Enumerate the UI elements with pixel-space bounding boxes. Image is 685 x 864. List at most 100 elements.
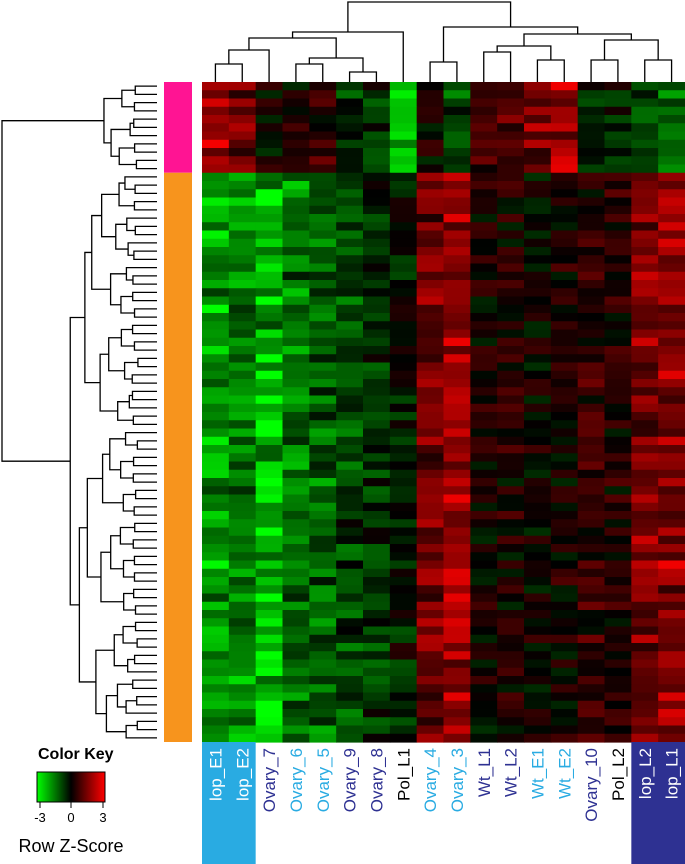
heatmap-cell (389, 271, 418, 281)
color-key-title: Color Key (38, 746, 114, 763)
heatmap-cell (336, 172, 364, 182)
heatmap-cell (202, 527, 230, 537)
heatmap-cell (255, 263, 284, 273)
dendrogram-link (133, 654, 157, 665)
heatmap-cell (658, 667, 685, 677)
heatmap-cell (336, 618, 364, 628)
heatmap-cell (658, 329, 685, 339)
heatmap-cell (309, 354, 337, 364)
heatmap-cell (336, 387, 364, 397)
heatmap-cell (282, 379, 310, 388)
heatmap-cell (336, 321, 364, 331)
heatmap-cell (443, 717, 471, 727)
heatmap-cell (309, 436, 337, 446)
heatmap-cell (524, 519, 552, 529)
heatmap-cell (524, 634, 552, 644)
heatmap-cell (550, 544, 579, 553)
heatmap-cell (202, 436, 230, 446)
column-label: lop_E1 (206, 748, 225, 801)
dendrogram-link (126, 217, 157, 232)
heatmap-cell (282, 560, 310, 570)
heatmap-cell (282, 428, 310, 438)
heatmap-cell (389, 626, 418, 636)
heatmap-cell (470, 370, 498, 380)
heatmap-cell (577, 131, 606, 141)
heatmap-cell (202, 379, 230, 388)
heatmap-cell (631, 280, 659, 289)
heatmap-cell (631, 634, 659, 644)
heatmap-cell (577, 395, 606, 405)
heatmap-cell (497, 478, 525, 487)
heatmap-cell (416, 329, 445, 339)
heatmap-cell (604, 387, 632, 397)
heatmap-cell (604, 189, 632, 199)
heatmap-cell (416, 577, 445, 586)
heatmap-cell (470, 263, 498, 273)
heatmap-cell (363, 610, 391, 619)
heatmap-cell (228, 139, 257, 149)
heatmap-cell (443, 494, 471, 504)
heatmap-cell (497, 82, 525, 91)
heatmap-cell (309, 271, 337, 281)
heatmap-cell (282, 700, 310, 710)
heatmap-cell (577, 585, 606, 595)
heatmap-cell (658, 733, 685, 743)
heatmap-cell (443, 148, 471, 157)
heatmap-cell (255, 205, 284, 215)
heatmap-cell (470, 618, 498, 628)
heatmap-cell (336, 222, 364, 232)
heatmap-cell (255, 337, 284, 347)
heatmap-cell (658, 651, 685, 661)
heatmap-cell (228, 428, 257, 438)
heatmap-cell (497, 469, 525, 479)
heatmap-cell (228, 296, 257, 306)
heatmap-cell (577, 288, 606, 298)
column-label: Pol_L2 (609, 748, 628, 801)
column-label: Ovary_10 (582, 748, 601, 822)
heatmap-cell (497, 379, 525, 388)
heatmap-cell (658, 469, 685, 479)
heatmap-cell (282, 98, 310, 108)
heatmap-cell (604, 420, 632, 430)
heatmap-cell (309, 337, 337, 347)
row-dendrogram (1, 85, 157, 739)
heatmap-cell (202, 271, 230, 281)
heatmap-cell (228, 164, 257, 174)
heatmap-cell (228, 626, 257, 636)
heatmap-cell (443, 618, 471, 628)
heatmap-cell (416, 494, 445, 504)
dendrogram-link (123, 361, 138, 380)
heatmap-cell (363, 420, 391, 430)
heatmap-cell (470, 181, 498, 190)
heatmap-cell (658, 486, 685, 496)
heatmap-cell (470, 585, 498, 595)
heatmap-cell (577, 667, 606, 677)
heatmap-cell (363, 214, 391, 223)
heatmap-cell (443, 667, 471, 677)
heatmap-cell (309, 329, 337, 339)
heatmap-cell (309, 684, 337, 694)
heatmap-cell (577, 725, 606, 735)
dendrogram-link (78, 527, 96, 683)
heatmap-cell (416, 321, 445, 331)
heatmap-cell (443, 263, 471, 273)
heatmap-cell (577, 148, 606, 157)
heatmap-cell (658, 593, 685, 603)
heatmap-cell (309, 733, 337, 743)
heatmap-cell (309, 131, 337, 141)
heatmap-cell (658, 527, 685, 537)
heatmap-cell (389, 420, 418, 430)
heatmap-cell (282, 370, 310, 380)
heatmap-cell (309, 634, 337, 644)
dendrogram-link (132, 679, 157, 690)
heatmap-cell (389, 370, 418, 380)
dendrogram-link (119, 526, 135, 545)
heatmap-cell (497, 568, 525, 578)
heatmap-cell (524, 123, 552, 133)
heatmap-cell (658, 601, 685, 611)
heatmap-cell (470, 486, 498, 496)
heatmap-cell (604, 453, 632, 463)
heatmap-cell (550, 478, 579, 487)
heatmap-cell (443, 296, 471, 306)
heatmap-cell (309, 651, 337, 661)
